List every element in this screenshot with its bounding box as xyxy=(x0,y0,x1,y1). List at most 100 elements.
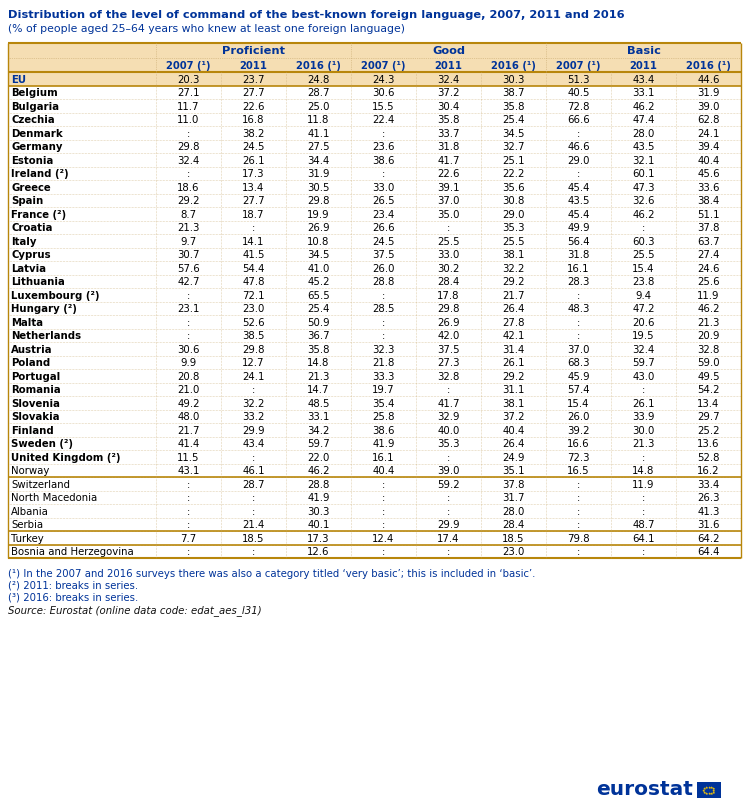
Text: 45.2: 45.2 xyxy=(307,277,330,287)
Text: 29.9: 29.9 xyxy=(437,520,460,530)
Text: 23.0: 23.0 xyxy=(243,304,264,314)
Text: 22.6: 22.6 xyxy=(437,169,460,179)
Text: 14.8: 14.8 xyxy=(632,466,655,475)
Text: 79.8: 79.8 xyxy=(567,533,589,543)
Text: 39.0: 39.0 xyxy=(437,466,460,475)
Text: 26.1: 26.1 xyxy=(503,358,525,368)
Text: Malta: Malta xyxy=(11,317,43,328)
Text: 38.1: 38.1 xyxy=(503,250,525,260)
Text: 22.0: 22.0 xyxy=(307,452,330,463)
Text: 46.1: 46.1 xyxy=(242,466,264,475)
Text: 21.0: 21.0 xyxy=(178,385,200,395)
Text: Estonia: Estonia xyxy=(11,156,53,165)
Text: 59.7: 59.7 xyxy=(632,358,655,368)
Text: :: : xyxy=(577,291,580,300)
Text: 37.0: 37.0 xyxy=(437,196,460,206)
Text: 15.5: 15.5 xyxy=(372,102,395,112)
Text: 64.1: 64.1 xyxy=(632,533,655,543)
Text: 41.9: 41.9 xyxy=(372,438,395,449)
Text: 35.3: 35.3 xyxy=(437,438,460,449)
Text: :: : xyxy=(382,479,385,489)
Text: :: : xyxy=(447,492,450,503)
Text: :: : xyxy=(447,506,450,516)
Text: :: : xyxy=(642,506,645,516)
Text: 25.2: 25.2 xyxy=(697,426,720,435)
Text: 29.8: 29.8 xyxy=(307,196,330,206)
Text: 41.0: 41.0 xyxy=(307,263,330,273)
Text: 34.2: 34.2 xyxy=(307,426,330,435)
Text: 38.7: 38.7 xyxy=(503,88,525,98)
Text: :: : xyxy=(447,223,450,233)
Text: Austria: Austria xyxy=(11,344,52,354)
Text: 28.8: 28.8 xyxy=(307,479,330,489)
Text: 19.7: 19.7 xyxy=(372,385,395,395)
Text: 56.4: 56.4 xyxy=(567,236,589,247)
Text: 39.2: 39.2 xyxy=(567,426,589,435)
Text: 24.1: 24.1 xyxy=(243,371,264,381)
Text: 35.8: 35.8 xyxy=(307,344,330,354)
Text: :: : xyxy=(577,479,580,489)
Text: :: : xyxy=(642,223,645,233)
Text: 30.3: 30.3 xyxy=(503,75,525,84)
Text: 29.2: 29.2 xyxy=(503,371,525,381)
Text: 51.3: 51.3 xyxy=(567,75,589,84)
Text: Germany: Germany xyxy=(11,142,62,152)
Text: 24.1: 24.1 xyxy=(697,128,720,139)
Text: eurostat: eurostat xyxy=(596,780,693,798)
Text: 25.4: 25.4 xyxy=(307,304,330,314)
Text: :: : xyxy=(187,520,190,530)
Text: Poland: Poland xyxy=(11,358,50,368)
Text: 35.3: 35.3 xyxy=(503,223,525,233)
Text: 59.7: 59.7 xyxy=(307,438,330,449)
Text: 25.5: 25.5 xyxy=(437,236,460,247)
Text: 54.4: 54.4 xyxy=(242,263,264,273)
Text: 54.2: 54.2 xyxy=(697,385,720,395)
Text: 43.0: 43.0 xyxy=(632,371,655,381)
Text: 2011: 2011 xyxy=(629,61,658,71)
Text: Romania: Romania xyxy=(11,385,61,395)
Text: 14.1: 14.1 xyxy=(243,236,264,247)
Text: 32.2: 32.2 xyxy=(243,398,264,408)
Text: 32.8: 32.8 xyxy=(697,344,720,354)
Text: 33.1: 33.1 xyxy=(632,88,655,98)
Text: 28.5: 28.5 xyxy=(372,304,395,314)
Text: 29.2: 29.2 xyxy=(178,196,200,206)
Text: 21.4: 21.4 xyxy=(243,520,264,530)
Text: 27.4: 27.4 xyxy=(697,250,720,260)
Text: 41.7: 41.7 xyxy=(437,398,460,408)
Text: 31.6: 31.6 xyxy=(697,520,720,530)
Text: 23.4: 23.4 xyxy=(372,210,395,219)
Bar xyxy=(697,782,721,798)
Text: 28.4: 28.4 xyxy=(503,520,525,530)
Text: Cyprus: Cyprus xyxy=(11,250,51,260)
Text: 23.0: 23.0 xyxy=(503,547,525,556)
Text: Distribution of the level of command of the best-known foreign language, 2007, 2: Distribution of the level of command of … xyxy=(8,10,625,20)
Text: 50.9: 50.9 xyxy=(307,317,330,328)
Bar xyxy=(8,44,741,73)
Text: Croatia: Croatia xyxy=(11,223,52,233)
Text: 38.4: 38.4 xyxy=(697,196,720,206)
Text: 24.5: 24.5 xyxy=(372,236,395,247)
Text: ★: ★ xyxy=(705,791,709,795)
Text: :: : xyxy=(187,479,190,489)
Text: Luxembourg (²): Luxembourg (²) xyxy=(11,291,100,300)
Text: Sweden (²): Sweden (²) xyxy=(11,438,73,449)
Text: :: : xyxy=(642,547,645,556)
Text: 38.2: 38.2 xyxy=(243,128,264,139)
Text: Denmark: Denmark xyxy=(11,128,63,139)
Text: :: : xyxy=(187,331,190,340)
Text: 34.4: 34.4 xyxy=(307,156,330,165)
Text: 31.4: 31.4 xyxy=(503,344,525,354)
Text: 21.8: 21.8 xyxy=(372,358,395,368)
Text: 45.9: 45.9 xyxy=(567,371,589,381)
Text: 48.7: 48.7 xyxy=(632,520,655,530)
Text: 23.7: 23.7 xyxy=(242,75,264,84)
Text: 25.6: 25.6 xyxy=(697,277,720,287)
Text: ★: ★ xyxy=(712,788,716,792)
Text: 35.8: 35.8 xyxy=(437,115,460,125)
Text: 26.6: 26.6 xyxy=(372,223,395,233)
Text: 22.2: 22.2 xyxy=(503,169,525,179)
Text: 37.2: 37.2 xyxy=(503,412,525,422)
Text: 39.1: 39.1 xyxy=(437,182,460,193)
Text: :: : xyxy=(382,547,385,556)
